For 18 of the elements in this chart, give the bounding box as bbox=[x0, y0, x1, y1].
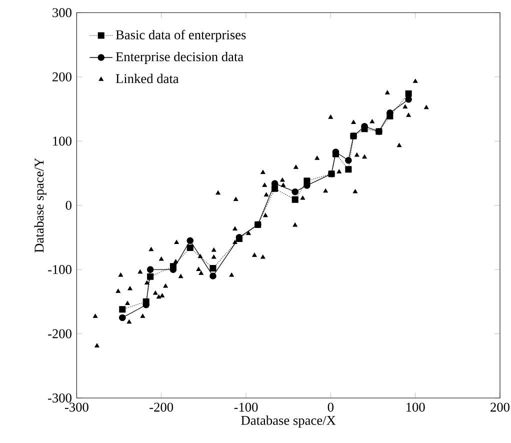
legend-label: Enterprise decision data bbox=[116, 52, 244, 64]
y-tick-label: -100 bbox=[48, 265, 72, 274]
y-tick-label: -300 bbox=[48, 393, 72, 402]
y-tick-label: 100 bbox=[53, 136, 72, 146]
x-tick-label: -300 bbox=[64, 402, 88, 412]
y-tick-label: -200 bbox=[48, 329, 72, 338]
x-tick-label: 100 bbox=[406, 402, 425, 412]
x-tick-label: 0 bbox=[328, 402, 334, 412]
y-axis-title: Database space/Y bbox=[34, 158, 46, 253]
y-tick-label: 200 bbox=[52, 72, 72, 82]
legend-label: Linked data bbox=[116, 74, 179, 84]
y-tick-label: 300 bbox=[52, 8, 72, 18]
x-tick-label: -200 bbox=[150, 402, 174, 412]
y-tick-label: 0 bbox=[66, 200, 72, 210]
x-tick-label: -100 bbox=[234, 402, 258, 412]
x-axis-title: Database space/X bbox=[241, 416, 336, 428]
x-tick-label: 200 bbox=[490, 402, 510, 412]
legend-label: Basic data of enterprises bbox=[116, 30, 246, 42]
